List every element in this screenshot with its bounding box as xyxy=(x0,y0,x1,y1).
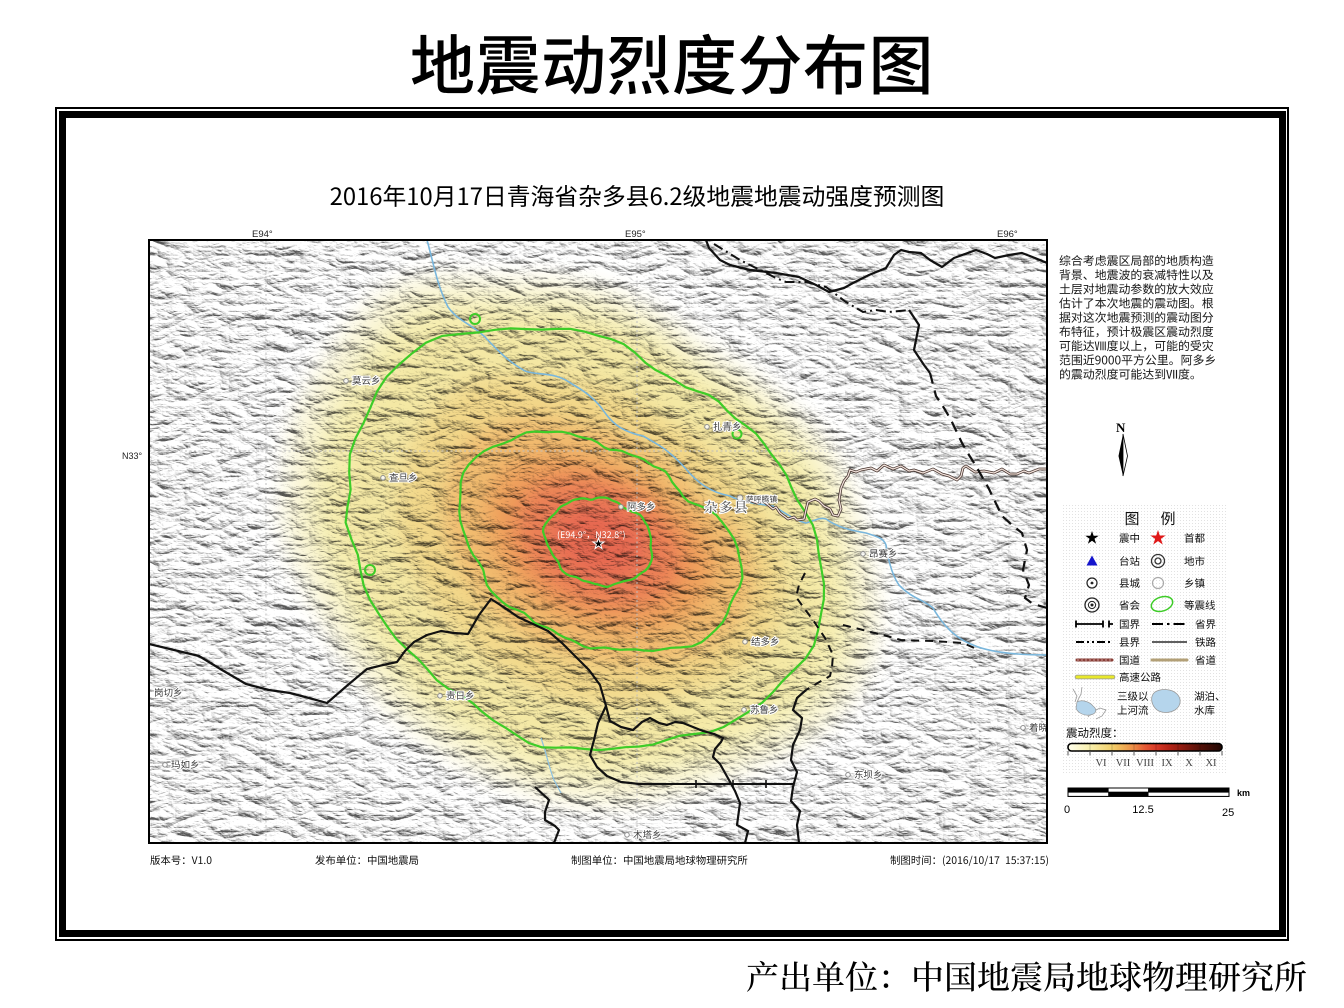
svg-text:12.5: 12.5 xyxy=(1132,804,1153,816)
svg-text:E95°: E95° xyxy=(625,229,646,240)
svg-text:X: X xyxy=(1185,758,1193,769)
svg-text:VI: VI xyxy=(1095,758,1107,769)
svg-text:VIII: VIII xyxy=(1136,758,1155,769)
svg-text:XI: XI xyxy=(1205,758,1217,769)
svg-text:E94°: E94° xyxy=(252,229,273,240)
svg-text:VII: VII xyxy=(1116,758,1131,769)
svg-text:N33°: N33° xyxy=(122,451,143,461)
svg-text:IX: IX xyxy=(1161,758,1172,769)
svg-text:25: 25 xyxy=(1222,807,1234,819)
svg-text:km: km xyxy=(1237,788,1250,798)
svg-text:N: N xyxy=(1116,420,1126,435)
svg-text:E96°: E96° xyxy=(997,229,1018,240)
svg-text:0: 0 xyxy=(1064,804,1070,816)
